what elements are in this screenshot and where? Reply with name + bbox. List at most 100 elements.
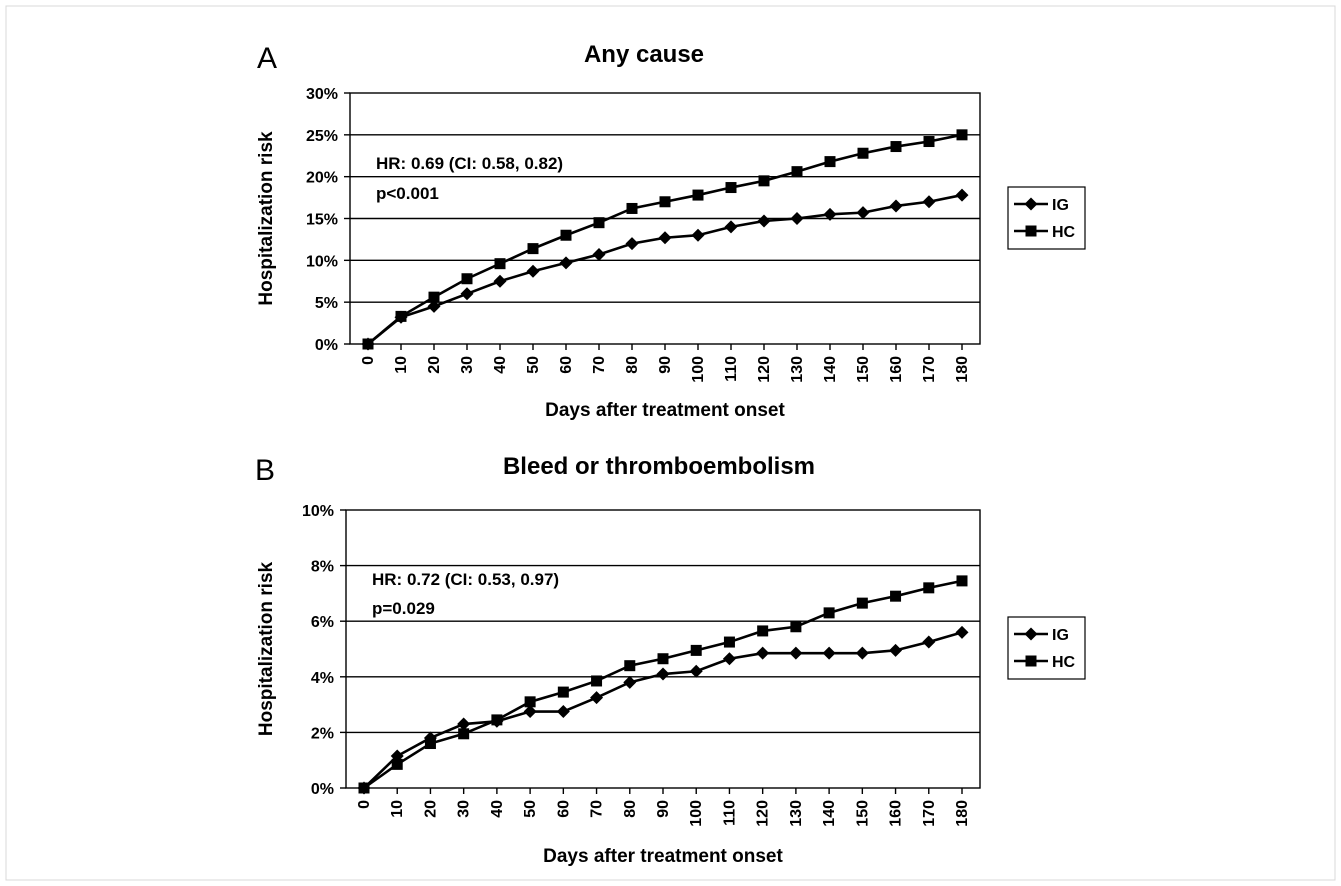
- data-point-diamond: [856, 206, 870, 220]
- data-point-square: [1025, 655, 1037, 667]
- data-point-diamond: [722, 652, 736, 666]
- data-point-square: [923, 582, 935, 594]
- y-tick-label: 10%: [306, 253, 338, 270]
- x-tick-label: 170: [921, 356, 938, 383]
- series-hc: [362, 129, 968, 350]
- data-point-square: [923, 136, 935, 148]
- x-tick-label: 90: [657, 356, 674, 374]
- data-point-square: [857, 147, 869, 159]
- panel-letter: B: [255, 454, 275, 487]
- panel-letter: A: [257, 42, 277, 75]
- x-tick-label: 120: [755, 800, 772, 827]
- x-tick-label: 140: [822, 356, 839, 383]
- x-tick-label: 40: [492, 356, 509, 374]
- data-point-diamond: [427, 299, 441, 313]
- x-tick-label: 150: [855, 356, 872, 383]
- data-point-square: [593, 217, 605, 229]
- y-tick-label: 30%: [306, 86, 338, 103]
- data-point-diamond: [623, 675, 637, 689]
- x-tick-label: 160: [888, 356, 905, 383]
- chart-panel-a: A Any cause 0% 5% 10% 15% 20% 25% 30% 0 10 20 30 40 50…: [256, 41, 1086, 421]
- x-tick-label: 70: [589, 800, 606, 818]
- chart-panel-b: B Bleed or thromboembolism 0% 2% 4% 6% 8% 10% 0 1…: [255, 453, 1086, 867]
- y-tick-label: 0%: [311, 781, 334, 798]
- x-tick-label: 120: [756, 356, 773, 383]
- y-axis-label: Hospitalization risk: [256, 561, 277, 736]
- legend: IG HC: [1007, 186, 1086, 250]
- x-axis-label: Days after treatment onset: [545, 400, 785, 421]
- y-tick-label: 8%: [311, 559, 334, 576]
- chart-title: Bleed or thromboembolism: [503, 453, 815, 480]
- data-point-square: [362, 338, 374, 350]
- y-tick-label: 10%: [302, 503, 334, 520]
- data-point-square: [690, 644, 702, 656]
- data-point-diamond: [457, 717, 471, 731]
- legend-box: [1007, 186, 1086, 250]
- plot-area-frame: [345, 509, 981, 789]
- y-tick-label: 2%: [311, 725, 334, 742]
- legend: IG HC: [1007, 616, 1086, 680]
- data-point-diamond: [691, 228, 705, 242]
- x-axis-label: Days after treatment onset: [543, 846, 783, 867]
- x-tick-label: 50: [525, 356, 542, 374]
- data-point-square: [461, 273, 473, 285]
- y-tick-label: 6%: [311, 614, 334, 631]
- data-point-square: [391, 758, 403, 770]
- data-point-square: [560, 229, 572, 241]
- x-tick-label: 20: [422, 800, 439, 818]
- x-tick-label: 20: [426, 356, 443, 374]
- data-point-square: [956, 575, 968, 587]
- data-point-square: [856, 597, 868, 609]
- x-tick-label: 90: [655, 800, 672, 818]
- data-point-square: [624, 660, 636, 672]
- data-point-diamond: [1024, 627, 1038, 641]
- legend-box: [1007, 616, 1086, 680]
- data-point-square: [823, 607, 835, 619]
- x-tick-label: 10: [389, 800, 406, 818]
- data-point-square: [757, 625, 769, 637]
- data-point-diamond: [523, 705, 537, 719]
- chart-title: Any cause: [584, 41, 704, 68]
- data-point-diamond: [855, 646, 869, 660]
- data-point-diamond: [658, 231, 672, 245]
- x-tick-label: 130: [789, 356, 806, 383]
- data-point-square: [626, 202, 638, 214]
- x-tick-label: 110: [723, 356, 740, 382]
- data-point-diamond: [756, 646, 770, 660]
- stat-annotation: p=0.029: [372, 599, 435, 618]
- data-point-square: [790, 621, 802, 633]
- data-point-diamond: [526, 264, 540, 278]
- data-point-square: [524, 696, 536, 708]
- data-point-square: [791, 166, 803, 178]
- data-point-square: [657, 653, 669, 665]
- data-point-diamond: [889, 643, 903, 657]
- stat-annotation: HR: 0.72 (CI: 0.53, 0.97): [372, 570, 559, 589]
- data-point-diamond: [790, 212, 804, 225]
- x-tick-label: 140: [821, 800, 838, 827]
- y-tick-label: 4%: [311, 670, 334, 687]
- x-tick-label: 80: [624, 356, 641, 374]
- data-point-diamond: [822, 646, 836, 660]
- x-tick-label: 80: [622, 800, 639, 818]
- data-point-diamond: [1024, 197, 1038, 211]
- figure-border: [5, 5, 1336, 881]
- data-point-square: [725, 182, 737, 194]
- data-point-diamond: [724, 220, 738, 234]
- data-point-diamond: [493, 274, 507, 288]
- x-tick-label: 30: [456, 800, 473, 818]
- stat-annotation: p<0.001: [376, 184, 439, 203]
- data-point-diamond: [460, 287, 474, 301]
- data-point-diamond: [592, 247, 606, 261]
- x-tick-label: 180: [954, 800, 971, 827]
- x-tick-label: 40: [489, 800, 506, 818]
- y-tick-label: 25%: [306, 128, 338, 145]
- data-point-square: [890, 590, 902, 602]
- x-tick-label: 110: [721, 800, 738, 826]
- y-axis-label: Hospitalization risk: [256, 131, 277, 306]
- data-point-diamond: [955, 188, 969, 202]
- data-point-square: [557, 686, 569, 698]
- data-point-square: [956, 129, 968, 141]
- legend-label: HC: [1052, 224, 1076, 241]
- data-point-square: [494, 258, 506, 270]
